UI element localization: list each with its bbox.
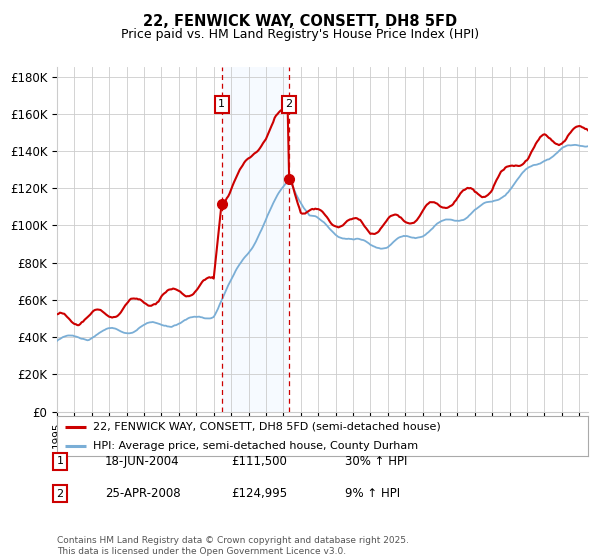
Text: £124,995: £124,995	[231, 487, 287, 501]
Text: 22, FENWICK WAY, CONSETT, DH8 5FD: 22, FENWICK WAY, CONSETT, DH8 5FD	[143, 14, 457, 29]
Text: 18-JUN-2004: 18-JUN-2004	[105, 455, 179, 468]
Text: 9% ↑ HPI: 9% ↑ HPI	[345, 487, 400, 501]
Text: 30% ↑ HPI: 30% ↑ HPI	[345, 455, 407, 468]
Text: 1: 1	[218, 100, 225, 109]
Bar	[221, 67, 289, 412]
Text: 2: 2	[56, 489, 64, 499]
Text: Price paid vs. HM Land Registry's House Price Index (HPI): Price paid vs. HM Land Registry's House …	[121, 28, 479, 41]
Text: Contains HM Land Registry data © Crown copyright and database right 2025.
This d: Contains HM Land Registry data © Crown c…	[57, 536, 409, 556]
Text: 1: 1	[56, 456, 64, 466]
Text: 22, FENWICK WAY, CONSETT, DH8 5FD (semi-detached house): 22, FENWICK WAY, CONSETT, DH8 5FD (semi-…	[93, 422, 441, 432]
Text: 2: 2	[286, 100, 292, 109]
Text: £111,500: £111,500	[231, 455, 287, 468]
Text: HPI: Average price, semi-detached house, County Durham: HPI: Average price, semi-detached house,…	[93, 441, 418, 451]
Text: 25-APR-2008: 25-APR-2008	[105, 487, 181, 501]
